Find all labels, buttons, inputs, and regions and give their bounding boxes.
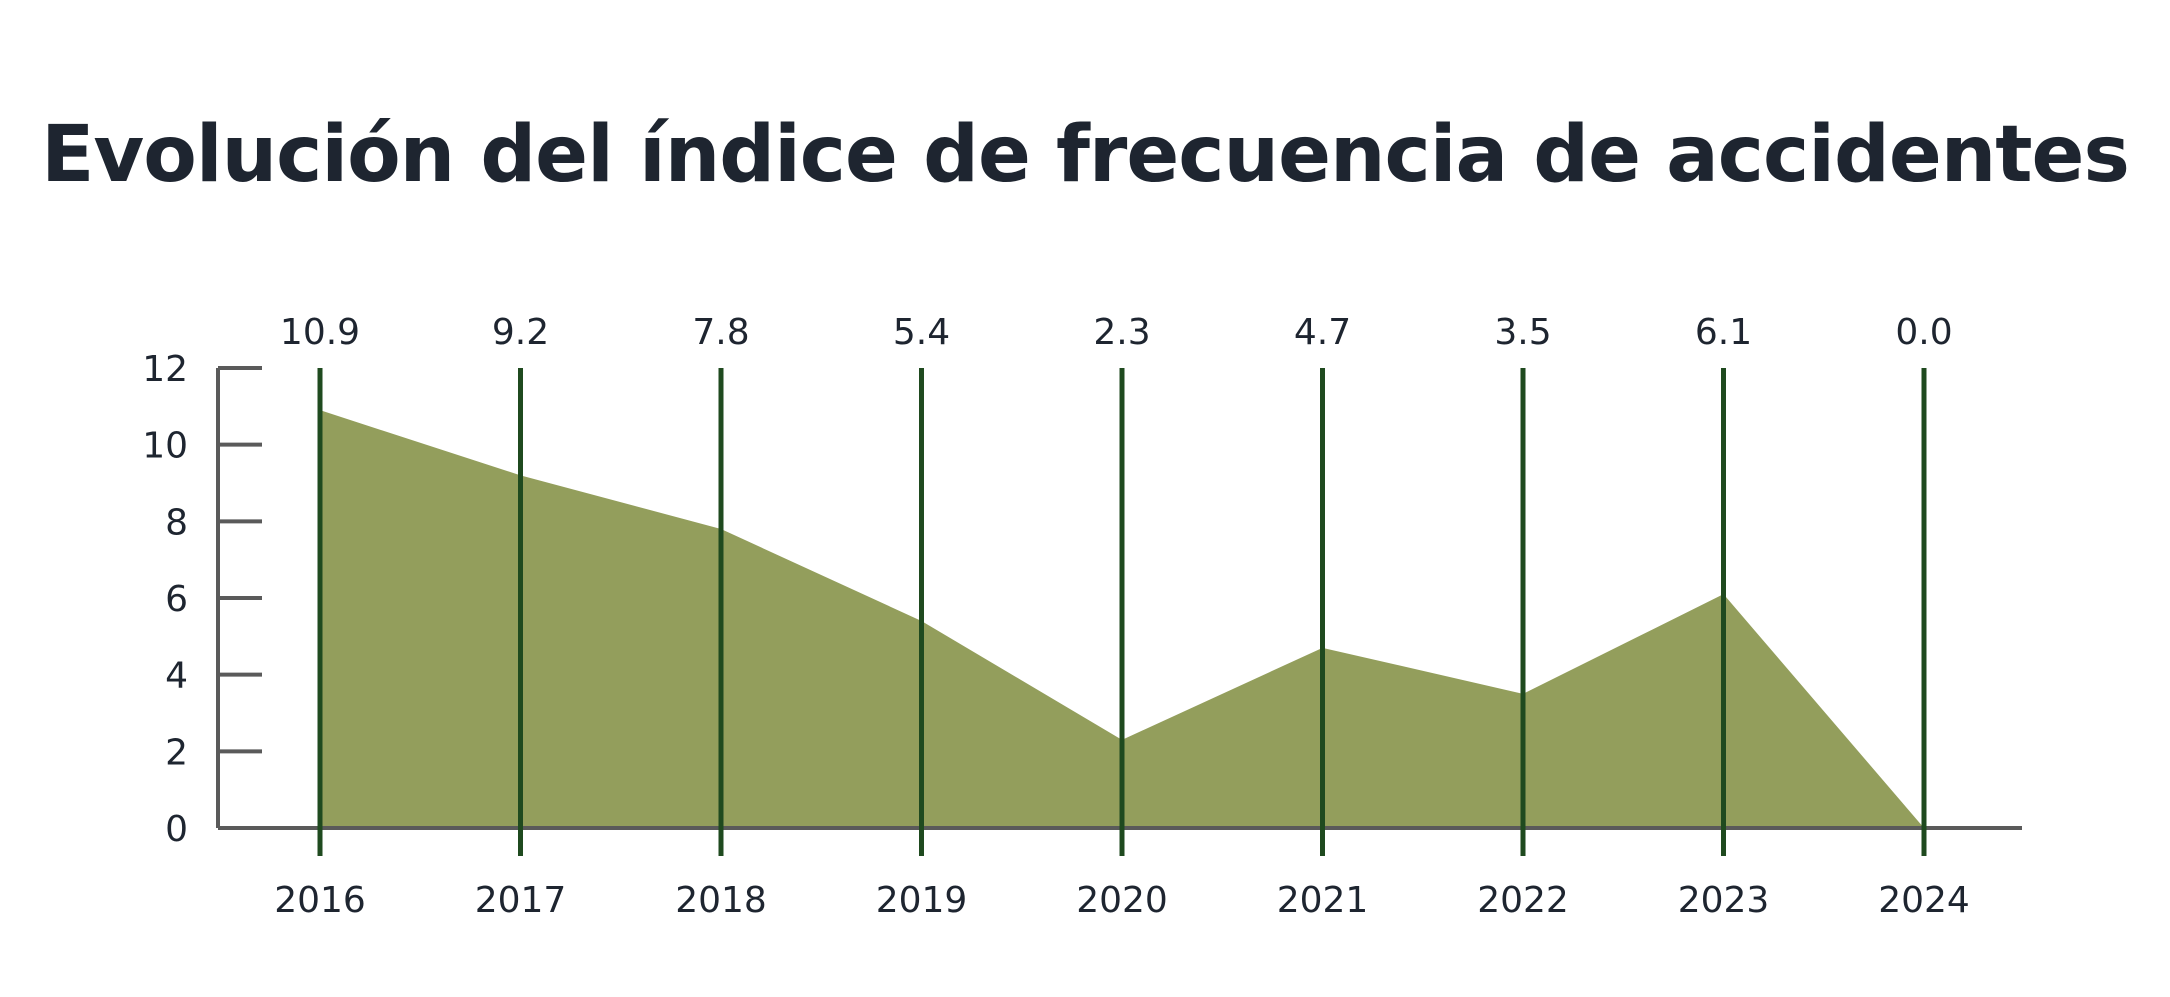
x-tick-label: 2021 bbox=[1277, 880, 1369, 921]
drop-lines-layer bbox=[317, 368, 1927, 856]
y-tick-label: 12 bbox=[142, 349, 188, 390]
x-tick-label: 2020 bbox=[1076, 880, 1168, 921]
chart-title: Evolución del índice de frecuencia de ac… bbox=[41, 110, 2130, 200]
y-tick-label: 0 bbox=[165, 809, 188, 850]
data-label: 2.3 bbox=[1093, 312, 1150, 353]
data-label: 3.5 bbox=[1494, 312, 1551, 353]
data-label: 5.4 bbox=[893, 312, 950, 353]
x-tick-label: 2023 bbox=[1678, 880, 1770, 921]
y-tick-label: 4 bbox=[165, 656, 188, 697]
x-tick-label: 2019 bbox=[876, 880, 968, 921]
x-tick-label: 2018 bbox=[675, 880, 767, 921]
y-tick-label: 8 bbox=[165, 502, 188, 543]
x-tick-label: 2016 bbox=[274, 880, 366, 921]
data-label: 0.0 bbox=[1895, 312, 1952, 353]
y-tick-label: 6 bbox=[165, 579, 188, 620]
x-tick-label: 2024 bbox=[1878, 880, 1970, 921]
x-tick-label: 2022 bbox=[1477, 880, 1569, 921]
labels-layer: 10.9 2016 9.2 2017 7.8 2018 5.4 2019 2.3 2020 4.7 2… bbox=[274, 312, 1970, 921]
data-label: 4.7 bbox=[1294, 312, 1351, 353]
data-label: 6.1 bbox=[1695, 312, 1752, 353]
data-label: 10.9 bbox=[280, 312, 360, 353]
x-tick-label: 2017 bbox=[475, 880, 567, 921]
y-tick-label: 10 bbox=[142, 426, 188, 467]
data-label: 7.8 bbox=[692, 312, 749, 353]
y-tick-label: 2 bbox=[165, 732, 188, 773]
data-label: 9.2 bbox=[492, 312, 549, 353]
